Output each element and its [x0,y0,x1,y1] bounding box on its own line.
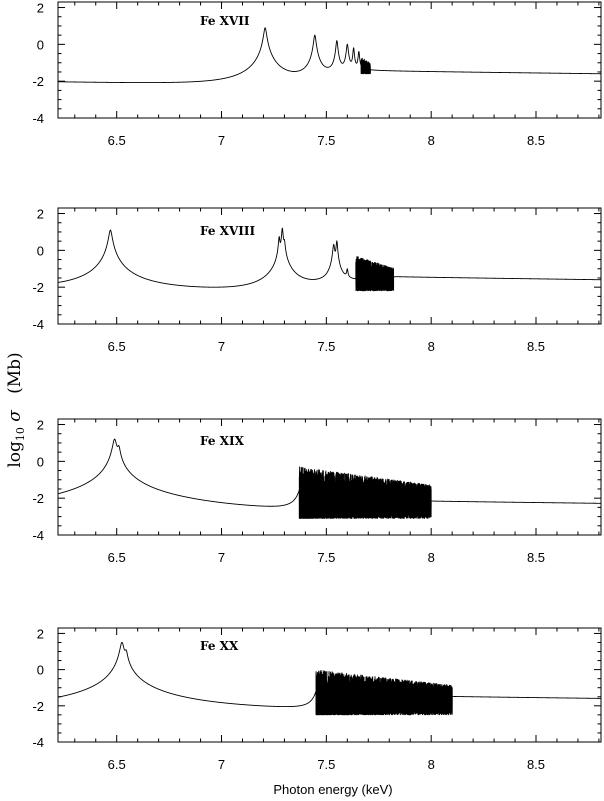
x-tick-label: 7 [218,550,225,565]
y-tick-label: -4 [32,528,44,543]
y-tick-label: -4 [32,111,44,126]
x-tick-label: 6.5 [108,757,126,772]
panels: 6.5 7 7.5 8 8.5 2 0 -2 -4 Fe XVII 6.5 7 7.5 8 8.5 2 0 -2 -… [32,1,602,772]
cross-section-curve [57,641,602,716]
y-tick-label: -2 [32,491,44,506]
x-tick-label: 7.5 [317,133,335,148]
y-tick-label: 2 [37,1,44,16]
y-tick-label: 2 [37,207,44,222]
y-axis-label: log10 σ (Mb) [5,352,27,467]
x-tick-label: 6.5 [108,133,126,148]
panel-frame [57,627,602,743]
x-tick-label: 7.5 [317,339,335,354]
x-tick-label: 8.5 [527,339,545,354]
y-axis-label-log: log [5,441,25,468]
x-tick-label: 7.5 [317,550,335,565]
ion-label: Fe XIX [200,434,245,448]
x-tick-label: 8 [428,550,435,565]
x-tick-label: 7 [218,757,225,772]
x-tick-label: 7 [218,133,225,148]
x-tick-label: 6.5 [108,339,126,354]
y-axis-label-sub: 10 [14,427,27,441]
panel-4: 6.5 7 7.5 8 8.5 2 0 -2 -4 Fe XX [32,626,602,772]
ion-label: Fe XX [200,639,239,653]
y-tick-label: -4 [32,317,44,332]
x-tick-label: 7.5 [317,757,335,772]
y-tick-label: 0 [37,37,44,52]
y-tick-label: 2 [37,418,44,433]
x-tick-label: 8.5 [527,550,545,565]
x-tick-label: 8 [428,757,435,772]
x-tick-label: 8.5 [527,757,545,772]
y-tick-label: 0 [37,663,44,678]
ion-label: Fe XVII [200,14,250,28]
y-tick-label: 0 [37,454,44,469]
y-axis-label-unit: (Mb) [5,352,25,410]
y-tick-label: -4 [32,735,44,750]
x-tick-label: 8 [428,339,435,354]
cross-section-curve [57,438,602,519]
panel-frame [57,418,602,536]
ion-label: Fe XVIII [200,224,256,238]
panel-frame [57,207,602,325]
panel-3: 6.5 7 7.5 8 8.5 2 0 -2 -4 Fe XIX [32,418,602,565]
y-tick-label: 0 [37,243,44,258]
x-tick-label: 7 [218,339,225,354]
y-tick-label: -2 [32,280,44,295]
x-axis-label: Photon energy (keV) [273,782,392,797]
y-tick-label: -2 [32,699,44,714]
cross-section-curve [57,27,602,84]
x-tick-label: 8 [428,133,435,148]
y-tick-label: 2 [37,626,44,641]
cross-section-curve [57,227,602,292]
panel-2: 6.5 7 7.5 8 8.5 2 0 -2 -4 Fe XVIII [32,207,602,354]
panel-frame [57,1,602,119]
y-tick-label: -2 [32,74,44,89]
x-tick-label: 6.5 [108,550,126,565]
panel-1: 6.5 7 7.5 8 8.5 2 0 -2 -4 Fe XVII [32,1,602,148]
y-axis-label-sigma: σ [5,410,25,427]
x-tick-label: 8.5 [527,133,545,148]
